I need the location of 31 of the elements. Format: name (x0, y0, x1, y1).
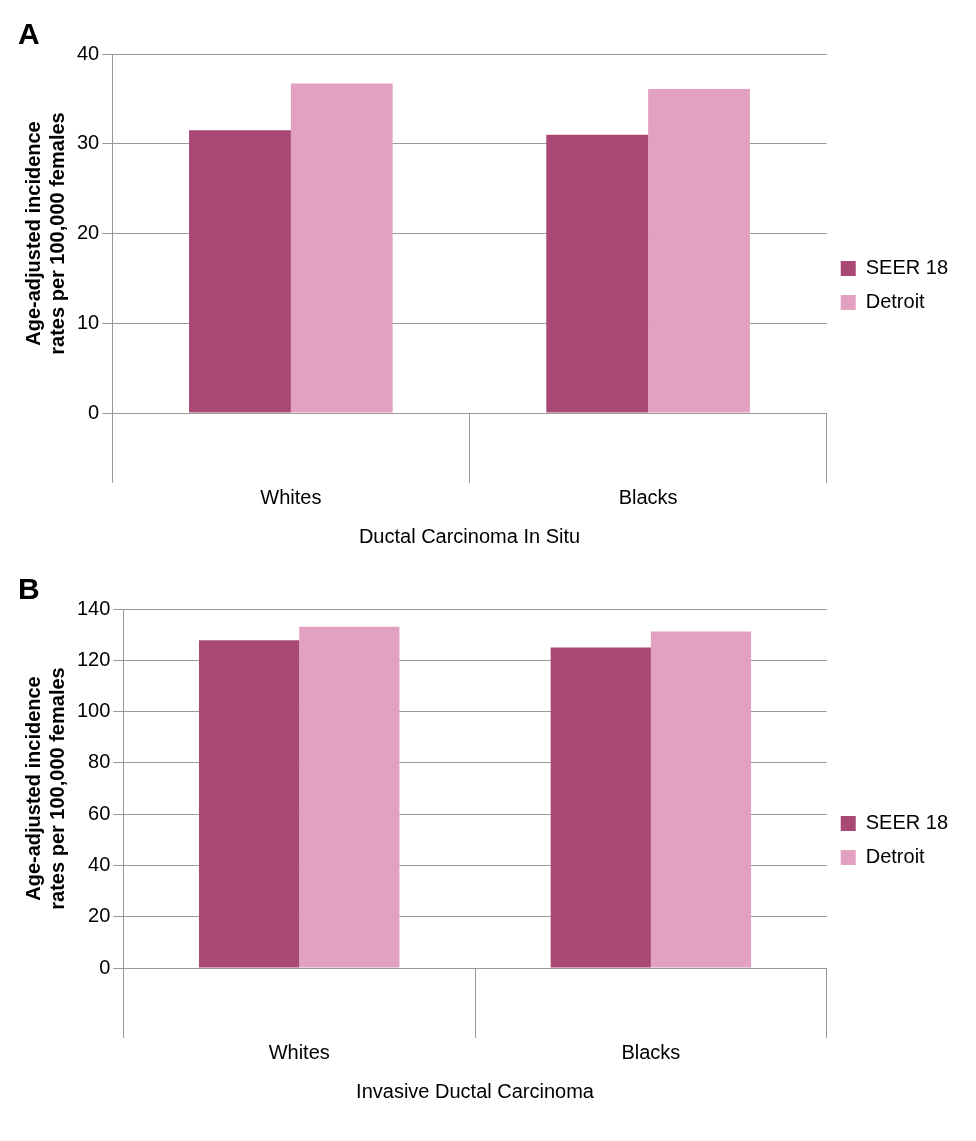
y-tick-label: 20 (77, 221, 100, 244)
y-tick-label: 0 (88, 400, 100, 423)
chart-title: B (18, 572, 40, 606)
x-axis-title: Invasive Ductal Carcinoma (356, 1079, 595, 1102)
bar (290, 83, 393, 413)
x-tick-label: Whites (268, 1040, 330, 1063)
y-tick-label: 140 (76, 596, 111, 619)
y-tick-label: 40 (88, 852, 111, 875)
x-tick-label: Whites (260, 485, 322, 508)
bar (546, 134, 649, 413)
chart-title: A (18, 17, 40, 51)
y-tick-label: 20 (88, 904, 111, 927)
bar (189, 130, 291, 413)
x-axis-title: Ductal Carcinoma In Situ (358, 524, 581, 547)
bar (648, 89, 750, 413)
y-tick-label: 30 (77, 131, 100, 154)
legend-label: Detroit (865, 290, 926, 313)
x-tick-label: Blacks (618, 485, 678, 508)
y-tick-label: 100 (76, 699, 111, 722)
y-tick-label: 0 (99, 955, 111, 978)
y-axis-title: Age-adjusted incidence rates per 100,000 females (21, 112, 68, 355)
y-tick-label: 40 (77, 41, 100, 64)
y-tick-label: 120 (76, 647, 111, 670)
y-axis-title: Age-adjusted incidence rates per 100,000 females (21, 667, 68, 910)
y-tick-label: 80 (88, 750, 111, 773)
y-tick-label: 60 (88, 801, 111, 824)
legend-label: Detroit (865, 845, 926, 868)
y-tick-label: 10 (77, 310, 100, 333)
legend-label: SEER 18 (865, 256, 948, 279)
legend-label: SEER 18 (865, 811, 948, 834)
x-tick-label: Blacks (621, 1040, 681, 1063)
